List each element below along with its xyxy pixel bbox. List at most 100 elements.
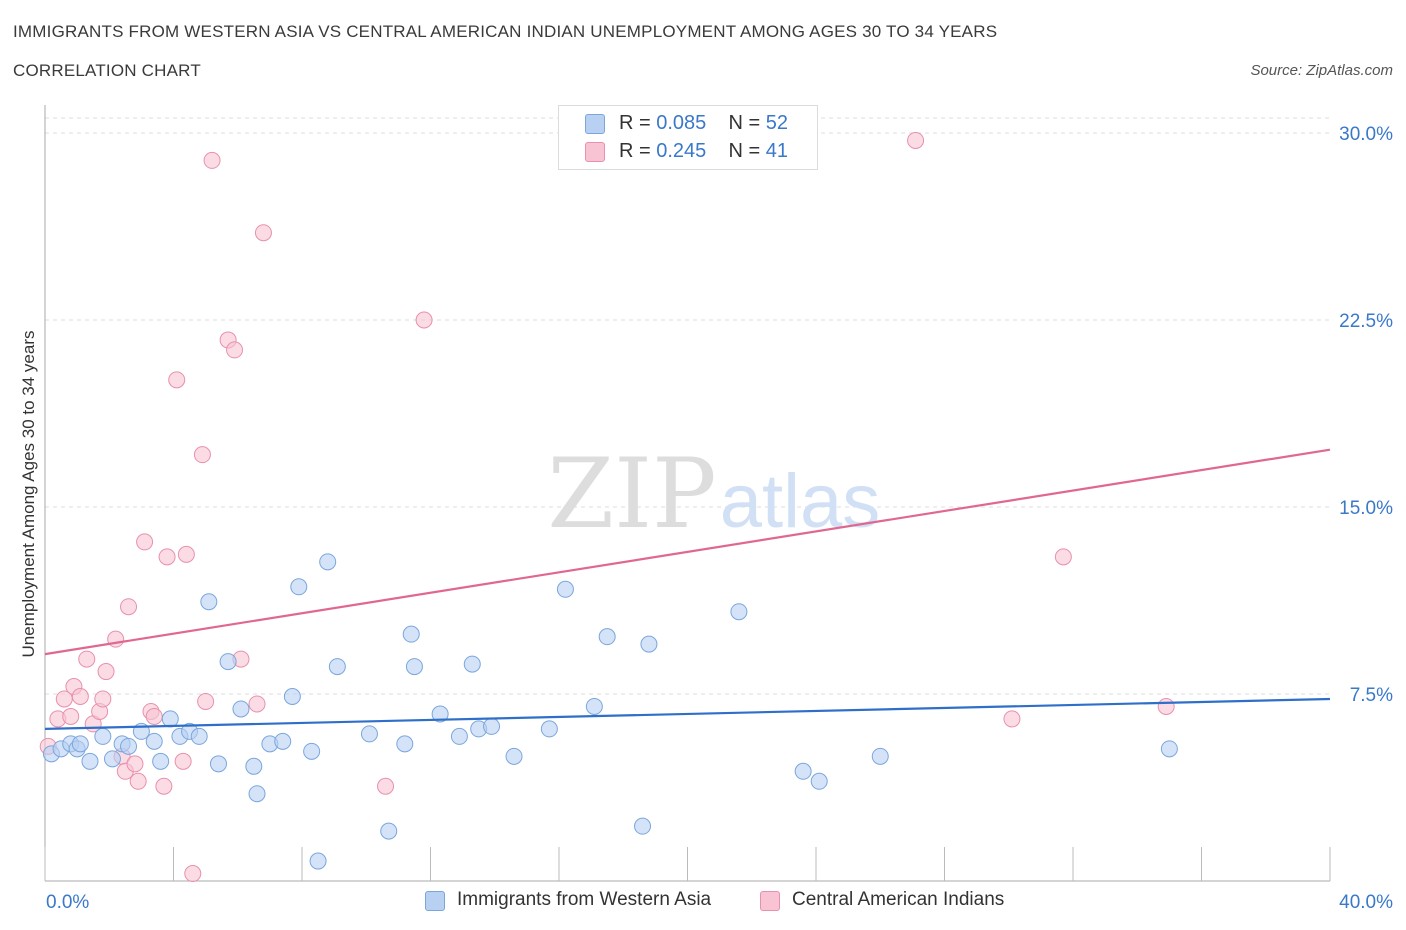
- data-point-blue: [232, 700, 250, 718]
- data-point-pink: [184, 865, 202, 883]
- data-point-blue: [303, 742, 321, 760]
- legend-n-label: N =: [728, 140, 761, 162]
- data-point-pink: [136, 533, 154, 551]
- y-tick-label: 22.5%: [1339, 311, 1393, 332]
- legend-box: R = 0.085 N = 52 R = 0.245 N = 41: [558, 105, 818, 170]
- data-point-pink: [377, 777, 395, 795]
- legend-r-label: R =: [619, 140, 651, 162]
- data-point-blue: [640, 635, 658, 653]
- data-point-pink: [120, 598, 138, 616]
- data-point-blue: [120, 737, 138, 755]
- data-point-pink: [126, 755, 144, 773]
- data-point-pink: [1157, 697, 1175, 715]
- data-point-blue: [483, 717, 501, 735]
- data-point-blue: [145, 732, 163, 750]
- data-point-blue: [396, 735, 414, 753]
- data-point-blue: [219, 653, 237, 671]
- data-point-blue: [810, 772, 828, 790]
- data-point-pink: [1003, 710, 1021, 728]
- data-point-pink: [193, 446, 211, 464]
- data-point-pink: [415, 311, 433, 329]
- data-point-pink: [62, 707, 80, 725]
- tick-labels: 7.5% 15.0% 22.5% 30.0% 0.0% 40.0%: [46, 124, 1393, 913]
- x-tick-label: 40.0%: [1339, 892, 1393, 913]
- data-point-blue: [1160, 740, 1178, 758]
- data-point-pink: [907, 131, 925, 149]
- bottom-legend-swatch-pink: [760, 891, 780, 911]
- series-immigrants-western-asia: [42, 553, 1178, 870]
- data-point-blue: [730, 603, 748, 621]
- data-point-blue: [598, 628, 616, 646]
- data-point-blue: [463, 655, 481, 673]
- legend-swatch-blue: [585, 114, 605, 134]
- data-point-pink: [71, 687, 89, 705]
- data-point-blue: [634, 817, 652, 835]
- data-point-blue: [309, 852, 327, 870]
- data-point-pink: [174, 752, 192, 770]
- data-point-blue: [209, 755, 227, 773]
- data-point-pink: [1054, 548, 1072, 566]
- trend-line-blue: [44, 697, 1331, 731]
- data-point-blue: [328, 658, 346, 676]
- bottom-legend-label-blue: Immigrants from Western Asia: [457, 889, 712, 910]
- data-point-pink: [254, 224, 272, 242]
- watermark-zip: ZIP: [547, 438, 716, 550]
- data-point-pink: [155, 777, 173, 795]
- data-point-blue: [450, 727, 468, 745]
- data-point-pink: [168, 371, 186, 389]
- legend-n-label: N =: [728, 112, 761, 134]
- data-point-blue: [152, 752, 170, 770]
- watermark: ZIP atlas: [547, 438, 880, 550]
- chart-title: IMMIGRANTS FROM WESTERN ASIA VS CENTRAL …: [13, 22, 998, 41]
- y-tick-label: 30.0%: [1339, 124, 1393, 145]
- data-point-pink: [94, 690, 112, 708]
- data-point-blue: [200, 593, 218, 611]
- data-point-pink: [97, 663, 115, 681]
- legend-swatch-pink: [585, 142, 605, 162]
- y-tick-label: 7.5%: [1350, 685, 1393, 706]
- data-point-pink: [78, 650, 96, 668]
- data-point-pink: [197, 692, 215, 710]
- data-point-blue: [274, 732, 292, 750]
- data-point-pink: [177, 545, 195, 563]
- data-point-blue: [380, 822, 398, 840]
- data-point-blue: [585, 697, 603, 715]
- data-point-blue: [190, 727, 208, 745]
- data-point-blue: [431, 705, 449, 723]
- source-label: Source: ZipAtlas.com: [1250, 62, 1393, 79]
- trend-lines: [44, 448, 1331, 731]
- data-point-blue: [871, 747, 889, 765]
- data-point-blue: [103, 750, 121, 768]
- chart-subtitle: CORRELATION CHART: [13, 61, 201, 80]
- data-point-pink: [129, 772, 147, 790]
- data-point-blue: [360, 725, 378, 743]
- watermark-atlas: atlas: [720, 459, 881, 544]
- x-tick-label: 0.0%: [46, 892, 89, 913]
- data-point-blue: [556, 580, 574, 598]
- data-point-pink: [203, 151, 221, 169]
- data-point-blue: [161, 710, 179, 728]
- data-point-blue: [319, 553, 337, 571]
- data-point-pink: [158, 548, 176, 566]
- grid-lines: [45, 117, 1330, 695]
- data-point-blue: [405, 658, 423, 676]
- data-point-blue: [283, 687, 301, 705]
- legend-n-value: 41: [765, 140, 789, 162]
- data-point-pink: [248, 695, 266, 713]
- bottom-legend-swatch-blue: [425, 891, 445, 911]
- data-point-blue: [290, 578, 308, 596]
- y-tick-label: 15.0%: [1339, 498, 1393, 519]
- legend-r-value: 0.245: [656, 140, 707, 162]
- legend-r-value: 0.085: [656, 112, 707, 134]
- legend-n-value: 52: [765, 112, 789, 134]
- data-point-pink: [226, 341, 244, 359]
- data-point-blue: [402, 625, 420, 643]
- trend-line-pink: [44, 448, 1331, 656]
- data-point-blue: [794, 762, 812, 780]
- data-point-blue: [540, 720, 558, 738]
- data-point-blue: [248, 785, 266, 803]
- legend-r-label: R =: [619, 112, 651, 134]
- data-point-blue: [81, 752, 99, 770]
- data-point-pink: [145, 707, 163, 725]
